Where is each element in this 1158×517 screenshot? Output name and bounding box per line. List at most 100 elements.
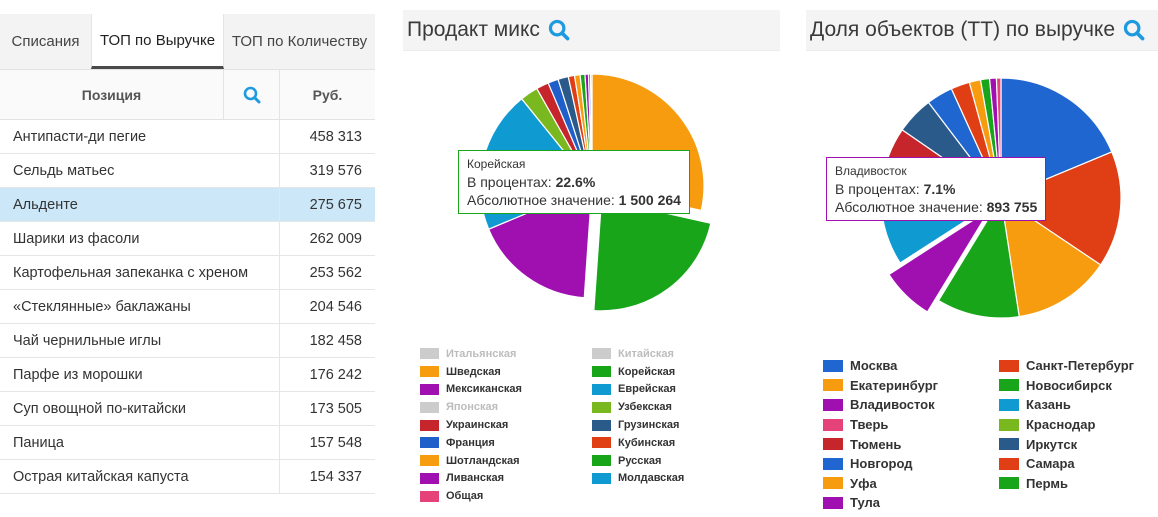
- legend-swatch: [823, 418, 843, 431]
- legend-label: Грузинская: [618, 419, 680, 432]
- legend-label: Уфа: [850, 475, 877, 491]
- tooltip-absolute-label: Абсолютное значение:: [835, 199, 983, 215]
- legend-item[interactable]: Мексиканская: [420, 381, 592, 399]
- legend-item[interactable]: Казань: [999, 395, 1158, 415]
- tab-top-quantity[interactable]: ТОП по Количеству: [231, 33, 368, 50]
- legend-swatch: [592, 455, 611, 467]
- legend-item[interactable]: Молдавская: [592, 470, 712, 488]
- legend-item[interactable]: Тюмень: [823, 434, 999, 454]
- legend-swatch: [420, 490, 439, 502]
- legend-item[interactable]: Грузинская: [592, 416, 712, 434]
- legend-item[interactable]: Китайская: [592, 345, 712, 363]
- tooltip-absolute-value: 893 755: [986, 199, 1038, 215]
- legend-item[interactable]: Кубинская: [592, 434, 712, 452]
- table-row[interactable]: Суп овощной по-китайски 173 505: [0, 392, 375, 426]
- legend-swatch: [999, 438, 1019, 451]
- legend-item[interactable]: Тверь: [823, 415, 999, 435]
- tooltip-absolute-row: Абсолютное значение: 893 755: [835, 198, 1037, 216]
- legend-item[interactable]: Уфа: [823, 474, 999, 494]
- legend-item[interactable]: Украинская: [420, 416, 592, 434]
- legend-item[interactable]: Краснодар: [999, 415, 1158, 435]
- legend-swatch: [999, 418, 1019, 431]
- legend-label: Пермь: [1026, 475, 1068, 491]
- top-revenue-table-panel: Списания ТОП по Выручке ТОП по Количеств…: [0, 14, 375, 510]
- legend-item[interactable]: Новгород: [823, 454, 999, 474]
- legend-item[interactable]: Шведская: [420, 363, 592, 381]
- legend-item[interactable]: Еврейская: [592, 381, 712, 399]
- legend-item[interactable]: Самара: [999, 454, 1158, 474]
- revenue-cell: 157 548: [309, 434, 362, 451]
- legend-item[interactable]: Шотландская: [420, 452, 592, 470]
- tab-top-revenue[interactable]: ТОП по Выручке: [91, 14, 224, 69]
- legend-label: Тюмень: [850, 436, 902, 452]
- legend-item[interactable]: Иркутск: [999, 434, 1158, 454]
- position-name-cell: Картофельная запеканка с хреном: [0, 256, 280, 289]
- table-row[interactable]: Шарики из фасоли 262 009: [0, 222, 375, 256]
- legend-item[interactable]: Владивосток: [823, 395, 999, 415]
- legend-swatch: [999, 457, 1019, 470]
- position-name-cell: Парфе из морошки: [0, 358, 280, 391]
- legend-swatch: [420, 437, 439, 449]
- legend-swatch: [592, 366, 611, 378]
- legend-label: Еврейская: [618, 383, 676, 396]
- revenue-cell: 173 505: [309, 400, 362, 417]
- revenue-cell: 458 313: [309, 128, 362, 145]
- legend-swatch: [823, 398, 843, 411]
- legend-label: Молдавская: [618, 472, 685, 485]
- legend-item[interactable]: Санкт-Петербург: [999, 356, 1158, 376]
- legend-item[interactable]: Тула: [823, 493, 999, 513]
- search-icon[interactable]: [1123, 19, 1145, 41]
- table-row[interactable]: Острая китайская капуста 154 337: [0, 460, 375, 494]
- table-row[interactable]: Антипасти-ди пегие 458 313: [0, 120, 375, 154]
- legend-item[interactable]: Екатеринбург: [823, 376, 999, 396]
- legend-label: Кубинская: [618, 436, 676, 449]
- legend-label: Мексиканская: [446, 383, 522, 396]
- revenue-share-panel: Доля объектов (ТТ) по выручке Москва Санк…: [806, 10, 1158, 510]
- legend-swatch: [420, 383, 439, 395]
- legend-item[interactable]: Корейская: [592, 363, 712, 381]
- position-name-cell: «Стеклянные» баклажаны: [0, 290, 280, 323]
- table-row[interactable]: Картофельная запеканка с хреном 253 562: [0, 256, 375, 290]
- search-icon[interactable]: [224, 70, 280, 119]
- legend-item[interactable]: Русская: [592, 452, 712, 470]
- table-row[interactable]: Парфе из морошки 176 242: [0, 358, 375, 392]
- position-name-cell: Антипасти-ди пегие: [0, 120, 280, 153]
- legend-label: Русская: [618, 454, 662, 467]
- pie-slice[interactable]: Новосибирск: [937, 196, 1020, 319]
- position-name-cell: Острая китайская капуста: [0, 460, 280, 493]
- legend-swatch: [823, 457, 843, 470]
- legend-label: Шведская: [446, 365, 501, 378]
- legend-item[interactable]: Итальянская: [420, 345, 592, 363]
- legend-label: Франция: [446, 436, 495, 449]
- legend-label: Тверь: [850, 417, 889, 433]
- pie-slice[interactable]: Екатеринбург: [1000, 196, 1102, 318]
- table-row[interactable]: Паница 157 548: [0, 426, 375, 460]
- table-row[interactable]: Сельдь матьес 319 576: [0, 154, 375, 188]
- tooltip-percent-value: 22.6%: [555, 174, 596, 190]
- revenue-cell: 262 009: [309, 230, 362, 247]
- pie-slice[interactable]: Санкт-Петербург: [999, 151, 1122, 266]
- legend-item[interactable]: Общая: [420, 487, 592, 505]
- legend-item[interactable]: Новосибирск: [999, 376, 1158, 396]
- table-row[interactable]: Чай чернильные иглы 182 458: [0, 324, 375, 358]
- legend-label: Узбекская: [618, 401, 672, 414]
- tooltip-percent-label: В процентах:: [467, 174, 552, 190]
- column-header-position[interactable]: Позиция: [0, 70, 224, 119]
- legend-item[interactable]: Узбекская: [592, 398, 712, 416]
- table-row[interactable]: «Стеклянные» баклажаны 204 546: [0, 290, 375, 324]
- tooltip-absolute-label: Абсолютное значение:: [467, 192, 615, 208]
- column-header-rub[interactable]: Руб.: [312, 86, 343, 103]
- pie-slice[interactable]: Корейская: [593, 198, 712, 312]
- legend-label: Иркутск: [1026, 436, 1078, 452]
- tab-bar: Списания ТОП по Выручке ТОП по Количеств…: [0, 14, 375, 70]
- legend-item[interactable]: Японская: [420, 398, 592, 416]
- legend-item[interactable]: Москва: [823, 356, 999, 376]
- legend-label: Шотландская: [446, 454, 520, 467]
- legend-item[interactable]: Ливанская: [420, 470, 592, 488]
- legend-item[interactable]: Франция: [420, 434, 592, 452]
- tab-writeoffs[interactable]: Списания: [11, 33, 80, 50]
- table-row[interactable]: Альденте 275 675: [0, 188, 375, 222]
- legend-item[interactable]: Пермь: [999, 474, 1158, 494]
- pie-slice[interactable]: Владивосток: [888, 208, 991, 313]
- search-icon[interactable]: [548, 19, 570, 41]
